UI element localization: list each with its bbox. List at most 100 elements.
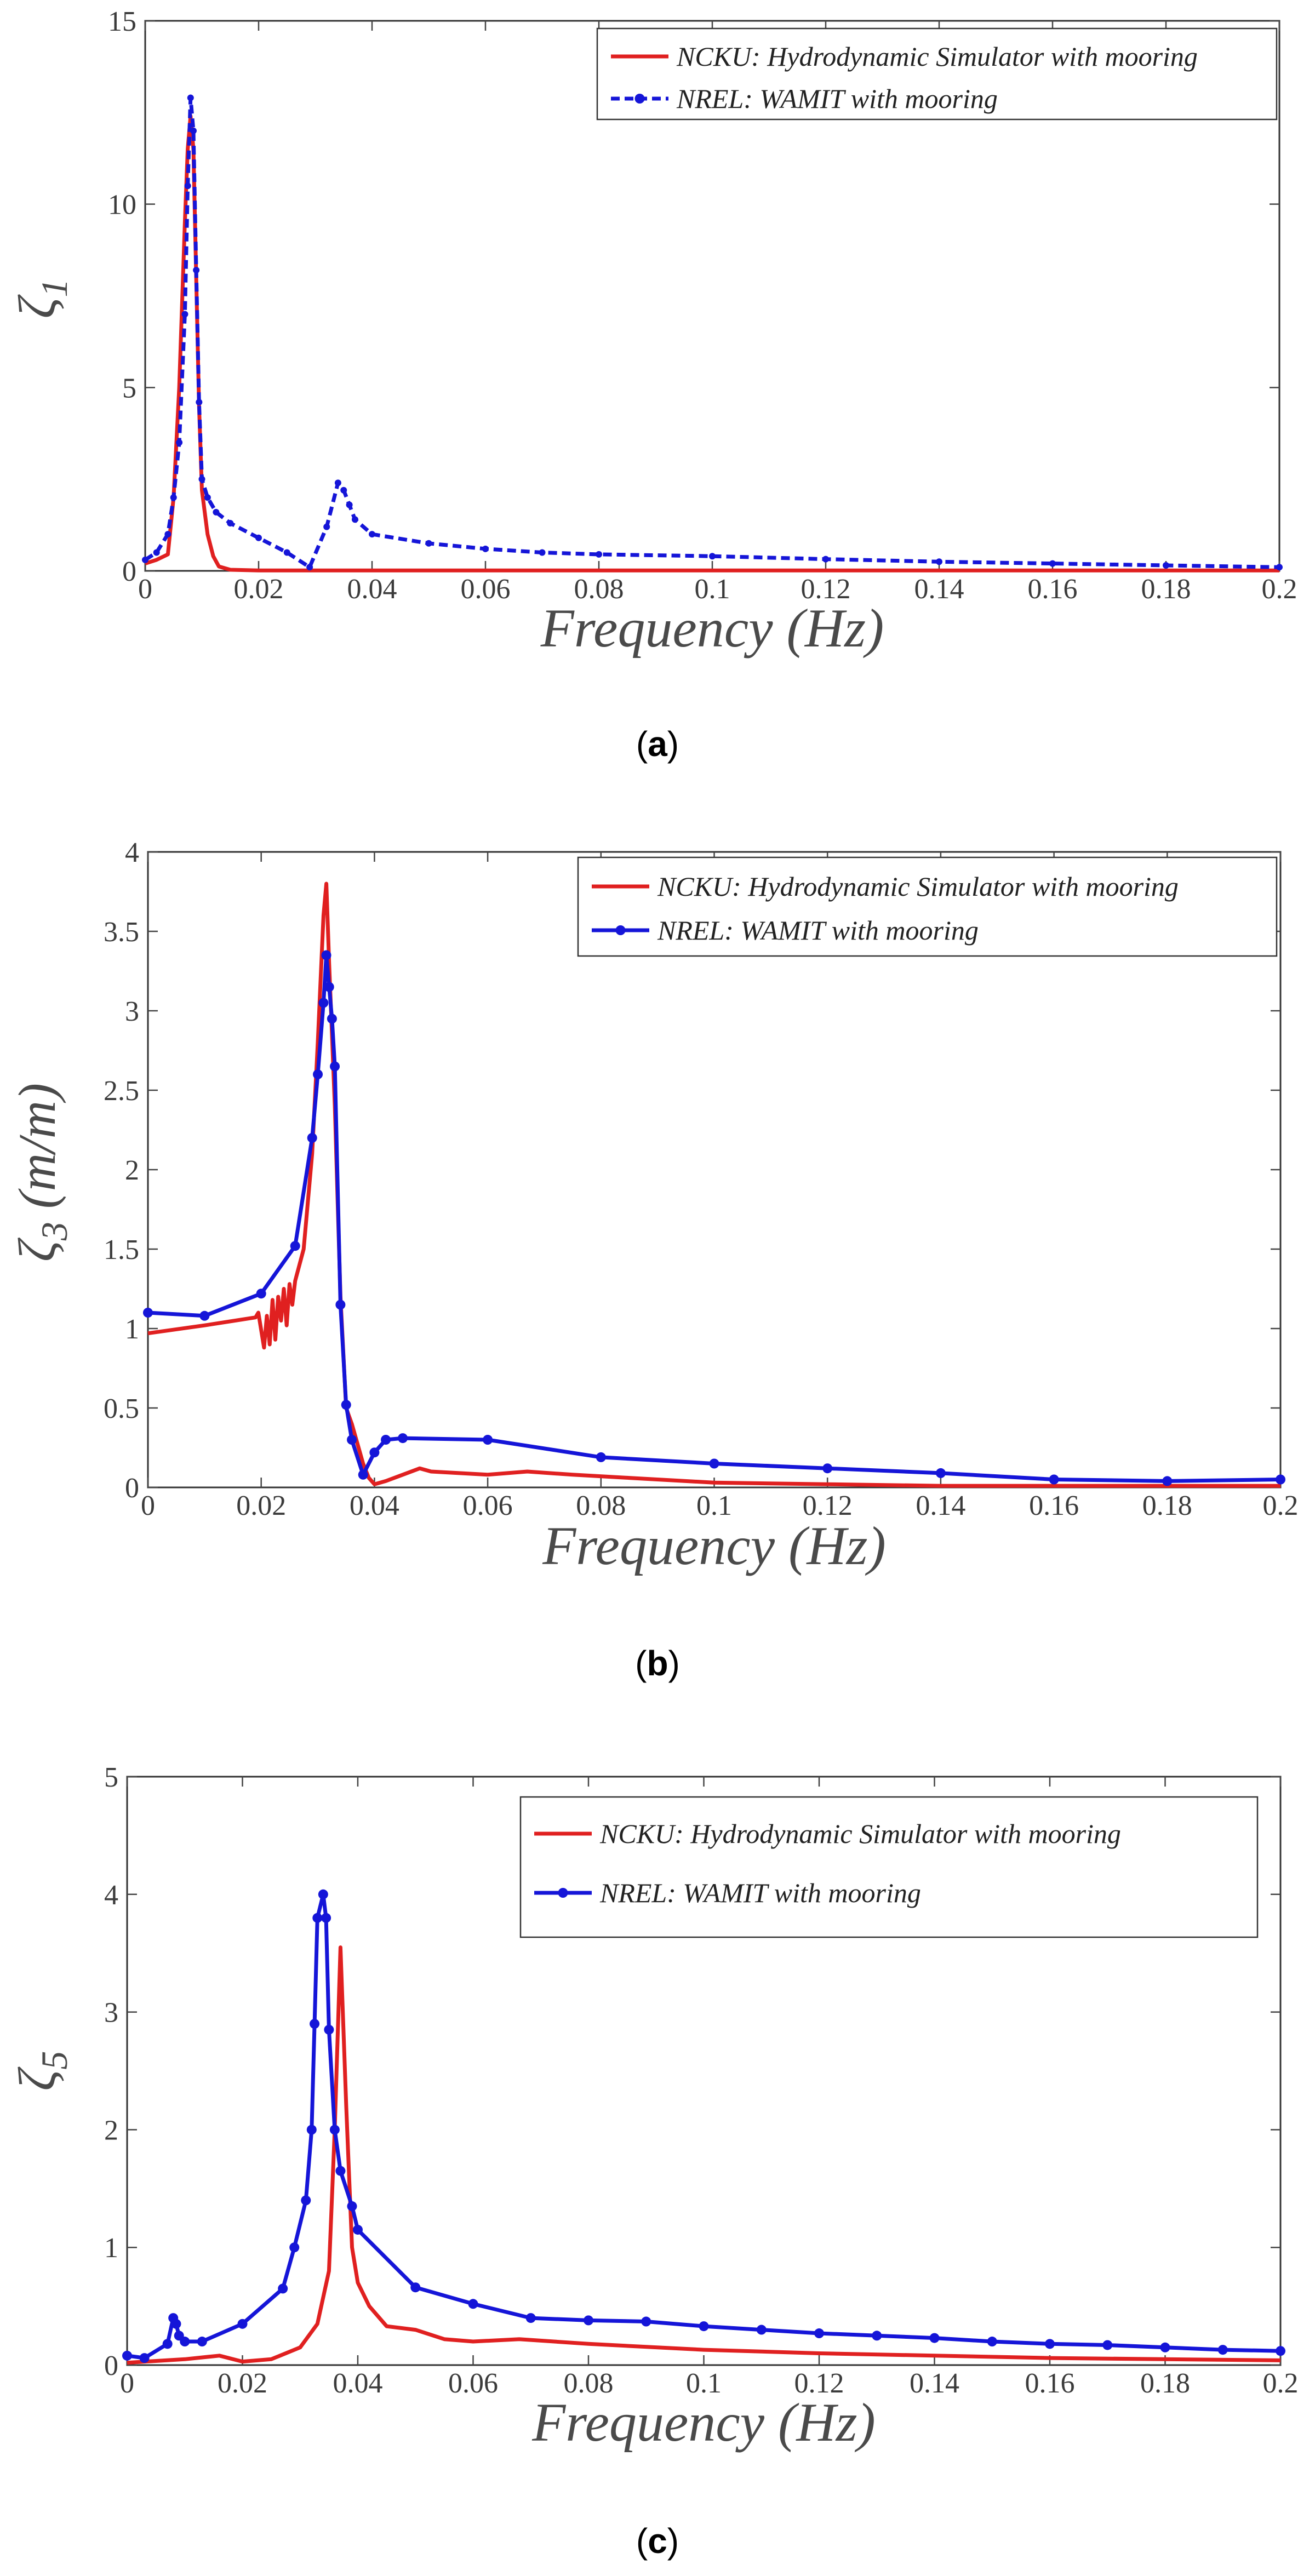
series-line-ncku (127, 1945, 1281, 2365)
data-point (306, 2125, 317, 2135)
data-point (176, 439, 183, 446)
series-line-nrel (144, 96, 1280, 569)
data-point (321, 950, 331, 960)
data-point (369, 531, 375, 538)
y-tick-label: 5 (122, 373, 136, 404)
data-point (324, 982, 334, 992)
x-tick-label: 0.14 (916, 1490, 965, 1521)
y-tick-label: 15 (108, 6, 136, 37)
data-point (872, 2331, 882, 2341)
y-tick-label: 3.5 (104, 917, 139, 948)
y-tick-label: 0 (125, 1473, 139, 1504)
data-point (699, 2321, 709, 2332)
data-point (256, 1289, 266, 1299)
data-point (190, 127, 197, 134)
data-point (1276, 1474, 1285, 1485)
data-point (1049, 560, 1056, 567)
data-point (358, 1469, 368, 1480)
data-point (289, 2242, 300, 2253)
data-point (425, 540, 432, 547)
panel-caption: (a) (636, 724, 679, 764)
legend-box (519, 1796, 1259, 1938)
data-point (323, 523, 330, 530)
x-axis-label: Frequency (Hz) (542, 1515, 886, 1576)
x-tick-label: 0.04 (333, 2368, 383, 2399)
chart-panel-a: 0 0.02 0.04 0.06 0.08 0.1 0.12 0.14 0.16 0.18 0.2 0… (8, 6, 1297, 764)
x-axis-label: Frequency (Hz) (531, 2392, 876, 2453)
data-point (162, 2339, 173, 2349)
legend-marker (615, 925, 626, 935)
x-tick-label: 0.1 (695, 574, 730, 605)
data-point (756, 2325, 767, 2335)
data-point (935, 1468, 946, 1478)
x-tick-label: 0 (138, 574, 152, 605)
y-tick-label: 4 (125, 837, 139, 868)
series-line-ncku (147, 881, 1280, 1488)
data-point (398, 1433, 408, 1444)
data-point (143, 1308, 153, 1318)
data-point (335, 2166, 346, 2176)
data-point (197, 2337, 207, 2347)
legend-label: NREL: WAMIT with mooring (676, 83, 998, 114)
data-point (584, 2315, 593, 2326)
data-point (1163, 562, 1169, 569)
data-point (198, 476, 205, 483)
x-tick-label: 0.18 (1142, 1490, 1192, 1521)
x-tick-label: 0.02 (234, 574, 284, 605)
legend-label: NCKU: Hydrodynamic Simulator with moorin… (599, 1818, 1121, 1849)
y-tick-label: 4 (104, 1880, 118, 1911)
y-tick-label: 5 (104, 1762, 118, 1793)
data-point (313, 1069, 323, 1079)
data-point (321, 1913, 331, 1923)
data-point (641, 2316, 651, 2327)
x-tick-label: 0.08 (576, 1490, 626, 1521)
data-point (199, 1310, 210, 1321)
data-point (181, 311, 188, 318)
data-point (318, 1889, 328, 1899)
data-point (306, 564, 313, 571)
x-tick-label: 0.1 (686, 2368, 722, 2399)
data-point (1045, 2339, 1055, 2349)
series-line-nrel (127, 1892, 1281, 2360)
x-tick-label: 0.14 (910, 2368, 959, 2399)
data-point (187, 94, 194, 101)
data-point (596, 551, 602, 558)
data-point (539, 549, 546, 556)
data-point (334, 479, 341, 486)
data-point (196, 399, 203, 406)
data-point (709, 1458, 719, 1469)
legend: NCKU: Hydrodynamic Simulator with moorin… (596, 27, 1278, 121)
data-point (153, 549, 160, 556)
y-tick-label: 2 (104, 2115, 118, 2146)
legend-box (577, 856, 1278, 957)
data-point (596, 1452, 606, 1462)
x-tick-label: 0.2 (1262, 574, 1297, 605)
y-tick-label: 1.5 (104, 1234, 139, 1266)
x-tick-label: 0 (141, 1490, 155, 1521)
x-tick-label: 0.1 (696, 1490, 732, 1521)
data-point (312, 1913, 323, 1923)
y-tick-label: 0.5 (104, 1393, 139, 1424)
x-tick-label: 0.08 (564, 2368, 614, 2399)
data-point (180, 2337, 190, 2347)
data-point (255, 534, 262, 541)
data-point (227, 519, 234, 526)
x-tick-label: 0.12 (801, 574, 851, 605)
data-point (347, 2201, 357, 2212)
panel-caption: (b) (635, 1644, 680, 1683)
data-point (204, 494, 211, 501)
data-point (237, 2319, 248, 2329)
x-tick-label: 0.16 (1025, 2368, 1075, 2399)
data-point (193, 267, 200, 274)
data-point (822, 556, 829, 563)
data-point (184, 182, 191, 190)
data-point (346, 501, 353, 508)
x-tick-label: 0.18 (1140, 2368, 1190, 2399)
x-tick-label: 0.04 (350, 1490, 399, 1521)
y-axis-label: ζ1 (8, 279, 75, 319)
x-tick-label: 0.06 (448, 2368, 498, 2399)
data-point (1049, 1474, 1059, 1485)
data-point (1162, 1476, 1173, 1486)
data-point (340, 486, 347, 494)
